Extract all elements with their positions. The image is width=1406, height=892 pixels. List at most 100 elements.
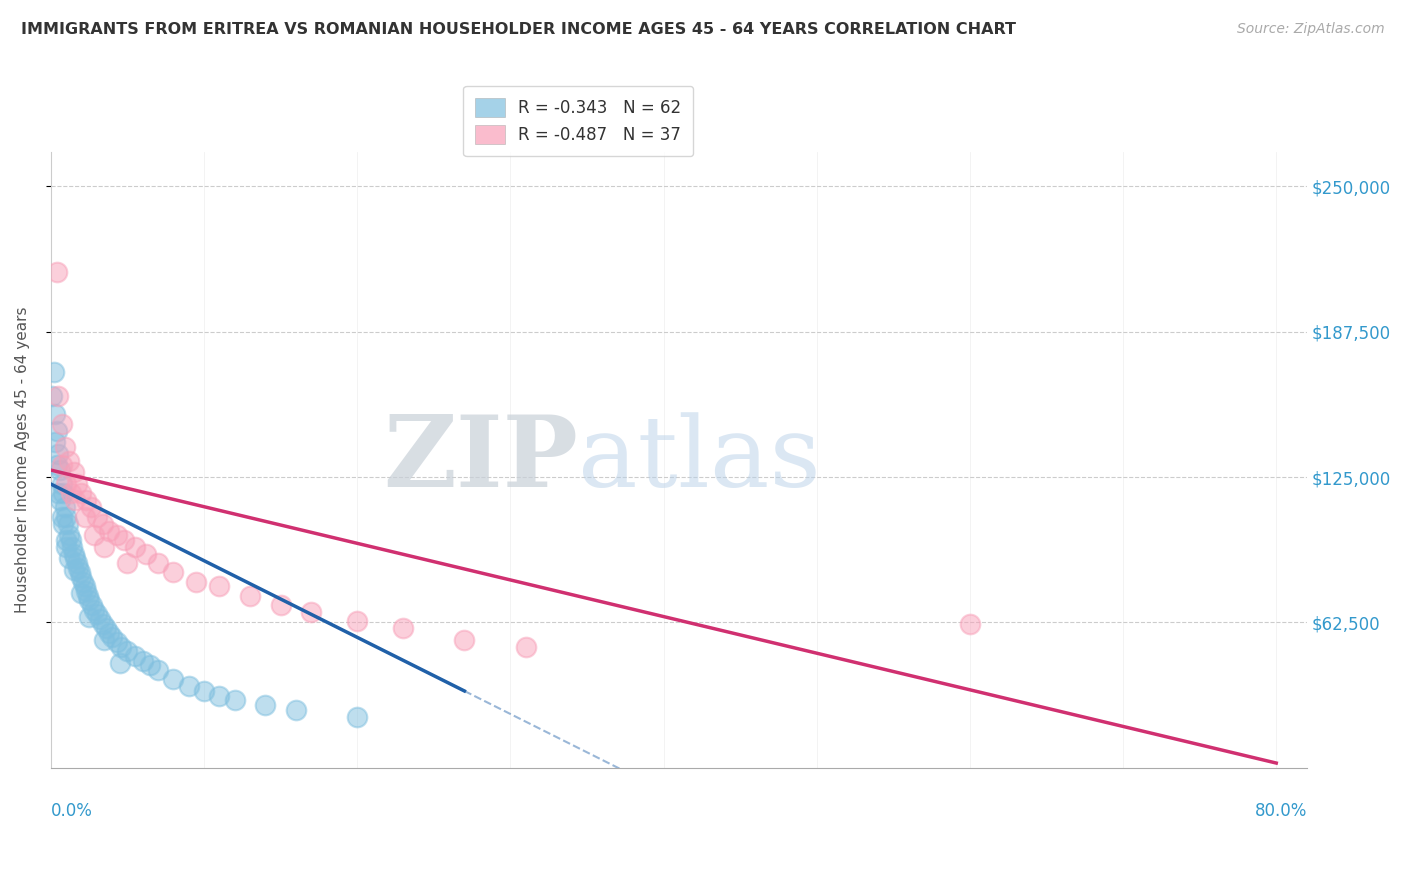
Point [117, 644, 139, 658]
Point [91, 516, 114, 531]
Point [139, 658, 162, 673]
Point [75, 493, 97, 508]
Point [83, 528, 105, 542]
Point [86, 509, 108, 524]
Point [46, 458, 69, 473]
Point [79, 500, 101, 515]
Point [55, 540, 77, 554]
Point [105, 635, 128, 649]
Point [254, 698, 277, 712]
Point [89, 612, 111, 626]
Point [67, 560, 90, 574]
Point [58, 551, 80, 566]
Point [270, 598, 292, 612]
Point [70, 570, 93, 584]
Point [82, 598, 104, 612]
Point [101, 631, 124, 645]
Point [52, 486, 75, 500]
Point [53, 440, 76, 454]
Point [77, 593, 100, 607]
Point [284, 702, 307, 716]
Point [66, 556, 89, 570]
Point [55, 533, 77, 547]
Point [124, 649, 146, 664]
Point [208, 579, 231, 593]
Point [83, 602, 105, 616]
Point [62, 563, 84, 577]
Text: 0.0%: 0.0% [51, 802, 93, 820]
Point [86, 607, 108, 622]
Point [105, 528, 128, 542]
Point [46, 424, 69, 438]
Point [69, 566, 91, 580]
Point [239, 589, 262, 603]
Point [56, 516, 79, 531]
Point [76, 589, 98, 603]
Point [48, 389, 70, 403]
Point [73, 509, 96, 524]
Point [66, 477, 89, 491]
Point [91, 616, 114, 631]
Point [44, 435, 66, 450]
Point [193, 684, 215, 698]
Point [346, 709, 368, 723]
Point [62, 466, 84, 480]
Point [346, 614, 368, 628]
Point [53, 500, 76, 515]
Point [108, 656, 131, 670]
Point [42, 366, 65, 380]
Point [98, 524, 121, 538]
Point [58, 528, 80, 542]
Point [41, 389, 63, 403]
Point [51, 509, 73, 524]
Point [59, 533, 82, 547]
Point [132, 654, 155, 668]
Point [62, 547, 84, 561]
Point [112, 533, 135, 547]
Point [146, 556, 169, 570]
Point [55, 477, 77, 491]
Text: 80.0%: 80.0% [1254, 802, 1308, 820]
Point [177, 679, 200, 693]
Legend: R = -0.343   N = 62, R = -0.487   N = 37: R = -0.343 N = 62, R = -0.487 N = 37 [464, 86, 693, 156]
Point [93, 632, 115, 647]
Text: Source: ZipAtlas.com: Source: ZipAtlas.com [1237, 22, 1385, 37]
Point [959, 616, 981, 631]
Point [48, 486, 70, 500]
Text: atlas: atlas [578, 412, 821, 508]
Point [51, 417, 73, 431]
Point [98, 625, 121, 640]
Point [44, 407, 66, 421]
Point [146, 663, 169, 677]
Point [162, 566, 184, 580]
Point [124, 540, 146, 554]
Point [94, 621, 117, 635]
Point [49, 463, 72, 477]
Point [73, 579, 96, 593]
Point [224, 693, 246, 707]
Point [453, 632, 475, 647]
Point [70, 486, 93, 500]
Point [162, 673, 184, 687]
Point [65, 551, 87, 566]
Point [59, 486, 82, 500]
Point [55, 509, 77, 524]
Point [72, 574, 94, 589]
Y-axis label: Householder Income Ages 45 - 64 years: Householder Income Ages 45 - 64 years [15, 306, 30, 613]
Point [117, 556, 139, 570]
Point [49, 493, 72, 508]
Point [58, 454, 80, 468]
Point [135, 547, 157, 561]
Point [60, 540, 83, 554]
Point [75, 584, 97, 599]
Text: ZIP: ZIP [384, 411, 578, 508]
Point [208, 689, 231, 703]
Text: IMMIGRANTS FROM ERITREA VS ROMANIAN HOUSEHOLDER INCOME AGES 45 - 64 YEARS CORREL: IMMIGRANTS FROM ERITREA VS ROMANIAN HOUS… [21, 22, 1017, 37]
Point [77, 609, 100, 624]
Point [65, 493, 87, 508]
Point [48, 447, 70, 461]
Point [52, 516, 75, 531]
Point [51, 458, 73, 473]
Point [51, 477, 73, 491]
Point [299, 605, 322, 619]
